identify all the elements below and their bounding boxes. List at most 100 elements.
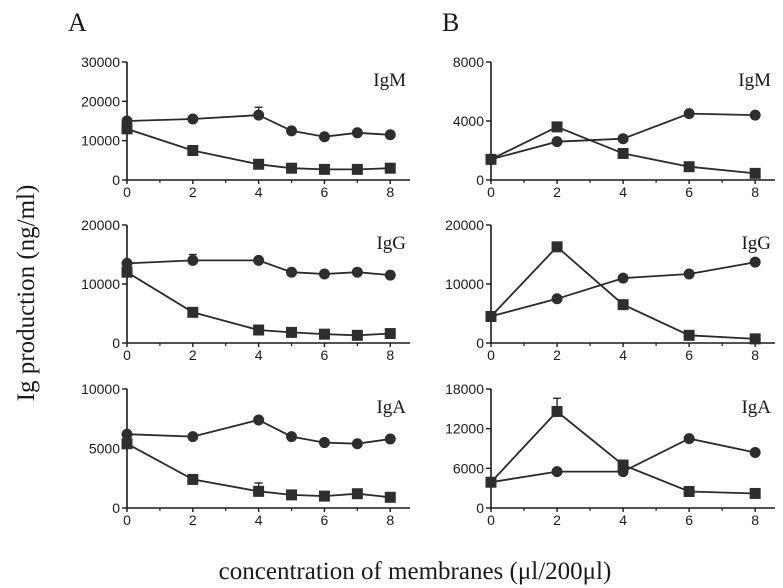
circle-marker bbox=[351, 438, 363, 450]
y-tick-label: 0 bbox=[476, 172, 484, 188]
x-tick-label: 8 bbox=[751, 512, 759, 528]
plot-a-igm: 0 10000 20000 30000 0 2 4 6 8 IgM bbox=[81, 54, 410, 200]
panel-title: IgA bbox=[376, 397, 406, 418]
circle-series bbox=[485, 256, 761, 322]
square-marker bbox=[617, 299, 629, 311]
y-tick-label: 6000 bbox=[453, 460, 484, 476]
square-series bbox=[121, 266, 396, 341]
circle-marker bbox=[253, 414, 265, 426]
square-marker bbox=[286, 326, 298, 338]
x-tick-label: 2 bbox=[189, 512, 197, 528]
y-tick-label: 0 bbox=[476, 335, 484, 351]
circle-marker bbox=[617, 133, 629, 145]
circle-marker bbox=[286, 125, 298, 137]
plot-b-iga: 0 6000 12000 18000 0 2 4 6 8 IgA bbox=[445, 381, 775, 528]
y-tick-label: 0 bbox=[476, 500, 484, 516]
square-marker bbox=[253, 485, 265, 497]
circle-marker bbox=[121, 428, 133, 440]
x-tick-label: 8 bbox=[386, 512, 394, 528]
square-marker bbox=[318, 328, 330, 340]
x-tick-label: 0 bbox=[487, 184, 495, 200]
circle-marker bbox=[318, 268, 330, 280]
circle-marker bbox=[187, 431, 199, 443]
y-tick-label: 0 bbox=[112, 335, 120, 351]
square-marker bbox=[121, 123, 133, 135]
y-tick-label: 5000 bbox=[89, 441, 120, 457]
x-tick-label: 2 bbox=[553, 347, 561, 363]
y-tick-label: 4000 bbox=[453, 113, 484, 129]
x-tick-label: 6 bbox=[685, 512, 693, 528]
circle-marker bbox=[351, 266, 363, 278]
x-tick-label: 4 bbox=[255, 347, 263, 363]
x-tick-label: 0 bbox=[487, 347, 495, 363]
panel-title: IgG bbox=[741, 233, 771, 254]
square-marker bbox=[749, 333, 761, 345]
circle-marker bbox=[187, 113, 199, 125]
circle-marker bbox=[551, 136, 563, 148]
square-marker bbox=[485, 310, 497, 322]
square-marker bbox=[683, 485, 695, 497]
y-tick-label: 30000 bbox=[81, 54, 120, 70]
square-marker bbox=[485, 476, 497, 488]
circle-marker bbox=[683, 433, 695, 445]
square-marker bbox=[551, 241, 563, 253]
panel-title: IgG bbox=[376, 233, 406, 254]
square-marker bbox=[286, 489, 298, 501]
circle-marker bbox=[384, 129, 396, 141]
square-marker bbox=[253, 324, 265, 336]
circle-series bbox=[121, 106, 396, 143]
x-tick-label: 2 bbox=[189, 184, 197, 200]
plot-a-iga: 0 5000 10000 0 2 4 6 8 IgA bbox=[81, 381, 410, 528]
x-tick-label: 6 bbox=[321, 347, 329, 363]
circle-marker bbox=[286, 431, 298, 443]
plot-a-igg: 0 10000 20000 0 2 4 6 8 IgG bbox=[81, 217, 410, 363]
x-tick-label: 2 bbox=[189, 347, 197, 363]
plot-b-igg: 0 10000 20000 0 2 4 6 8 IgG bbox=[445, 217, 775, 363]
square-series-line bbox=[490, 245, 756, 340]
square-marker bbox=[683, 329, 695, 341]
circle-marker bbox=[749, 256, 761, 268]
circle-marker bbox=[551, 466, 563, 478]
square-marker bbox=[351, 329, 363, 341]
circle-marker bbox=[286, 266, 298, 278]
y-tick-label: 10000 bbox=[445, 276, 484, 292]
circle-marker bbox=[318, 131, 330, 143]
circle-marker bbox=[617, 272, 629, 284]
y-tick-label: 10000 bbox=[81, 133, 120, 149]
circle-marker bbox=[351, 127, 363, 139]
x-tick-label: 4 bbox=[619, 512, 627, 528]
circle-marker bbox=[683, 108, 695, 120]
x-tick-label: 8 bbox=[386, 184, 394, 200]
x-tick-label: 6 bbox=[685, 184, 693, 200]
y-tick-label: 8000 bbox=[453, 54, 484, 70]
x-tick-label: 6 bbox=[321, 512, 329, 528]
circle-series bbox=[121, 253, 396, 281]
circle-marker bbox=[749, 446, 761, 458]
x-tick-label: 0 bbox=[123, 512, 131, 528]
square-marker bbox=[318, 163, 330, 175]
x-tick-label: 2 bbox=[553, 512, 561, 528]
square-marker bbox=[384, 491, 396, 503]
circle-marker bbox=[253, 109, 265, 121]
panel-letter-b: B bbox=[442, 8, 459, 37]
y-tick-label: 10000 bbox=[81, 276, 120, 292]
square-series bbox=[485, 241, 761, 345]
square-series bbox=[485, 121, 761, 179]
x-tick-label: 4 bbox=[255, 184, 263, 200]
square-marker bbox=[617, 459, 629, 471]
x-tick-label: 0 bbox=[487, 512, 495, 528]
x-tick-label: 4 bbox=[619, 347, 627, 363]
square-marker bbox=[384, 328, 396, 340]
x-tick-label: 4 bbox=[255, 512, 263, 528]
square-marker bbox=[187, 145, 199, 156]
y-tick-label: 20000 bbox=[81, 217, 120, 233]
square-marker bbox=[485, 153, 497, 165]
square-marker bbox=[121, 266, 133, 278]
circle-series bbox=[121, 414, 396, 450]
square-marker bbox=[617, 147, 629, 159]
x-tick-label: 4 bbox=[619, 184, 627, 200]
square-marker bbox=[749, 167, 761, 179]
circle-marker bbox=[384, 269, 396, 281]
circle-marker bbox=[253, 254, 265, 266]
